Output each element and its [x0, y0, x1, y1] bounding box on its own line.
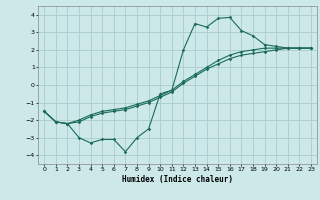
X-axis label: Humidex (Indice chaleur): Humidex (Indice chaleur)	[122, 175, 233, 184]
